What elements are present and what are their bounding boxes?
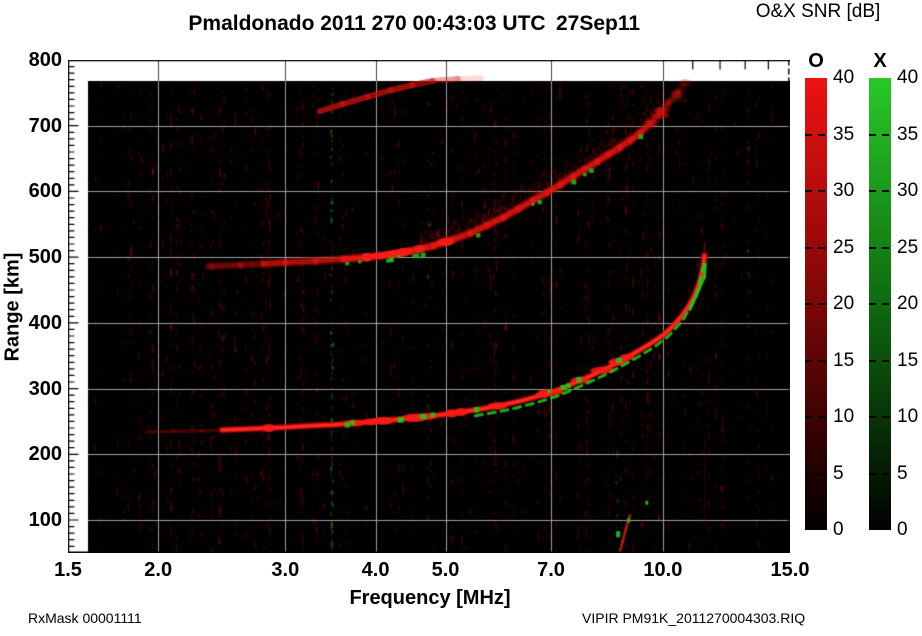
colorbar-tick-dash [818,303,825,305]
colorbar-tick-dash [869,246,876,249]
y-tick-label: 700 [28,114,62,137]
colorbar-title: O&X SNR [dB] [755,1,881,22]
colorbar-tick-label: 25 [897,236,919,258]
colorbar-tick-dash [882,246,889,249]
colorbar-tick-label: 35 [833,123,855,145]
colorbar-tick-dash [805,246,812,249]
y-tick-label: 300 [28,377,62,400]
x-tick-label: 10.0 [643,559,683,581]
colorbar-tick-label: 40 [833,67,855,88]
y-tick-label: 400 [28,311,62,334]
colorbar-tick-dash [818,246,825,249]
colorbar-tick-dash [882,359,889,362]
colorbar-tick-dash [869,190,876,192]
colorbar-tick-dash [869,472,876,475]
colorbar-tick-label: 15 [897,349,919,371]
colorbar-tick-dash [805,190,812,192]
colorbar-o-header: O [808,50,824,72]
colorbar-tick-dash [869,416,876,418]
colorbar-tick-label: 10 [833,406,855,427]
x-tick-label: 4.0 [361,559,390,581]
colorbar-tick-label: 20 [833,293,855,314]
colorbar-tick-dash [818,416,825,418]
plot-title: Pmaldonado 2011 270 00:43:03 UTC [188,12,546,35]
colorbar-tick-dash [882,133,889,136]
colorbar-tick-label: 0 [833,519,844,540]
colorbar-tick-dash [805,416,812,418]
colorbar-tick-label: 30 [897,180,919,201]
colorbar-tick-dash [882,472,889,475]
x-tick-label: 2.0 [144,559,173,581]
colorbar-tick-label: 25 [833,236,855,258]
x-tick-label: 3.0 [271,559,300,581]
colorbar-tick-label: 40 [897,67,919,88]
colorbar-tick-dash [805,303,812,305]
x-axis-title: Frequency [MHz] [349,587,511,609]
colorbar-tick-dash [869,303,876,305]
colorbar-tick-label: 5 [897,462,908,484]
colorbar-tick-dash [882,190,889,192]
x-tick-label: 15.0 [770,559,810,581]
colorbar-tick-label: 10 [897,406,919,427]
x-tick-label: 5.0 [431,559,460,581]
colorbar-tick-dash [805,133,812,136]
colorbar-tick-label: 20 [897,293,919,314]
colorbar-tick-dash [818,472,825,475]
x-tick-label: 7.0 [537,559,565,581]
colorbar-tick-dash [818,359,825,362]
colorbar-tick-label: 0 [897,519,908,540]
y-tick-label: 800 [28,49,62,71]
colorbar-tick-label: 5 [833,462,844,484]
y-tick-label: 100 [28,509,62,531]
y-tick-label: 500 [28,246,62,269]
colorbar-tick-label: 35 [897,123,919,145]
colorbar-tick-dash [805,472,812,475]
colorbar-tick-label: 30 [833,180,855,201]
colorbar-tick-dash [818,133,825,136]
x-tick-label: 1.5 [54,559,82,581]
colorbar-tick-label: 15 [833,349,855,371]
y-tick-label: 600 [28,180,62,203]
colorbar-tick-dash [869,359,876,362]
rxmask-annotation: RxMask 00001111 [28,610,142,626]
colorbar-tick-dash [882,416,889,418]
ionogram-plot-canvas [68,60,790,553]
colorbar-x-header: X [873,50,887,72]
colorbar-tick-dash [869,133,876,136]
colorbar-tick-dash [818,190,825,192]
y-axis-title: Range [km] [1,252,24,362]
colorbar-tick-dash [882,303,889,305]
colorbar-tick-dash [805,359,812,362]
y-tick-label: 200 [28,443,62,466]
plot-date: 27Sep11 [556,12,641,35]
datafile-annotation: VIPIR PM91K_2011270004303.RIQ [582,610,806,626]
